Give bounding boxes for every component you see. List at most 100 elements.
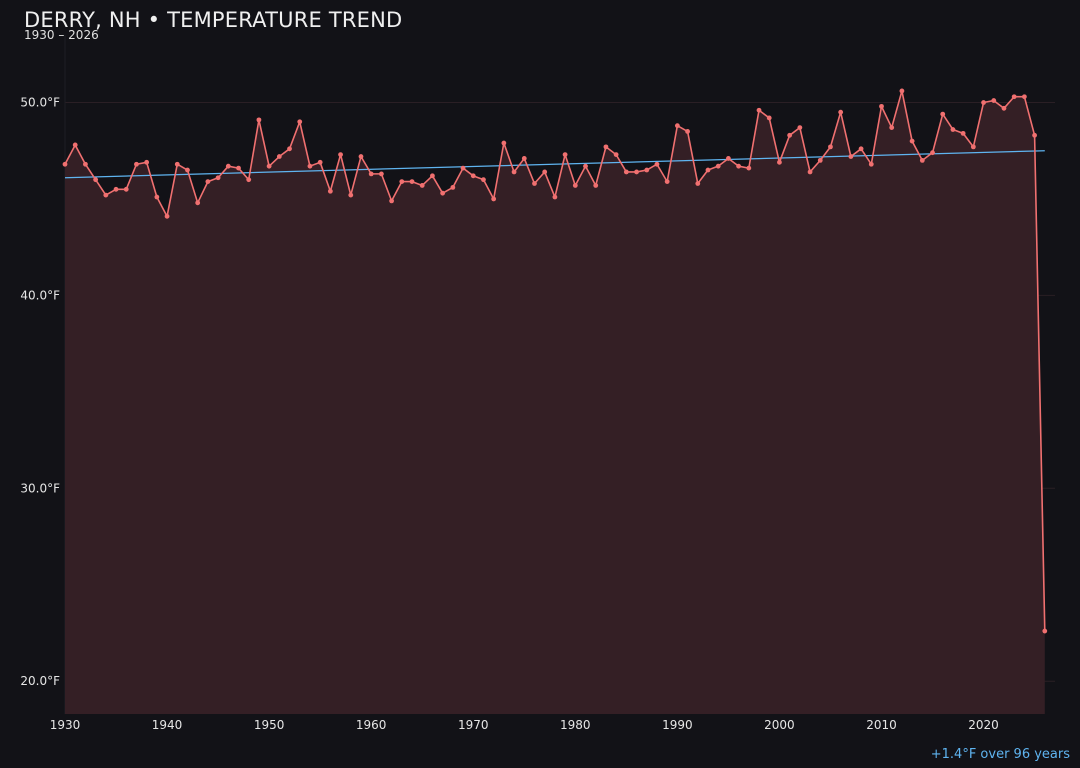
data-point xyxy=(777,159,782,165)
x-tick-label: 2020 xyxy=(968,718,999,732)
data-point xyxy=(868,161,874,167)
data-point xyxy=(358,154,364,159)
data-point xyxy=(317,159,323,165)
y-tick-label: 50.0°F xyxy=(20,96,60,110)
data-point xyxy=(746,165,752,171)
data-point xyxy=(521,156,527,161)
data-point xyxy=(828,144,833,150)
data-point xyxy=(1042,628,1048,634)
trend-line xyxy=(64,150,1045,179)
data-point xyxy=(664,179,670,185)
data-point xyxy=(695,181,701,186)
data-point xyxy=(940,111,946,117)
data-point xyxy=(368,171,374,177)
data-point xyxy=(491,196,497,202)
data-point xyxy=(960,130,966,136)
data-point xyxy=(123,186,129,192)
data-point xyxy=(644,167,650,173)
data-point xyxy=(430,173,435,179)
data-point xyxy=(654,161,660,167)
data-point xyxy=(572,183,578,188)
data-point xyxy=(634,169,639,175)
data-point xyxy=(889,125,895,130)
data-point xyxy=(205,179,211,185)
data-point xyxy=(276,154,282,159)
data-point xyxy=(562,152,568,157)
trend-annotation: +1.4°F over 96 years xyxy=(930,747,1070,762)
data-point xyxy=(144,159,150,165)
data-point xyxy=(164,213,170,219)
x-tick-label: 1990 xyxy=(662,718,693,732)
y-tick-label: 20.0°F xyxy=(20,674,60,688)
data-point xyxy=(256,117,262,123)
data-point xyxy=(930,150,935,156)
data-point xyxy=(1021,94,1027,100)
data-point xyxy=(236,165,241,171)
data-point xyxy=(950,127,956,132)
data-point xyxy=(981,100,986,105)
x-tick-label: 2000 xyxy=(764,718,795,732)
data-point xyxy=(848,154,854,159)
data-point xyxy=(674,123,680,129)
x-tick-label: 1960 xyxy=(356,718,387,732)
data-point xyxy=(450,184,456,190)
data-point xyxy=(685,129,690,134)
data-point xyxy=(134,161,139,167)
x-tick-label: 1930 xyxy=(50,718,81,732)
data-point xyxy=(72,142,78,148)
data-point xyxy=(266,163,272,169)
data-point xyxy=(542,169,548,175)
data-point xyxy=(705,167,711,173)
data-point xyxy=(593,183,599,188)
data-point xyxy=(470,173,476,179)
x-tick-label: 2010 xyxy=(866,718,897,732)
data-point xyxy=(919,157,925,163)
data-point xyxy=(460,165,466,171)
data-point xyxy=(174,161,180,167)
data-point xyxy=(103,192,109,198)
data-point xyxy=(215,175,221,181)
data-point xyxy=(858,146,864,152)
data-point xyxy=(879,103,884,109)
data-point xyxy=(185,167,190,173)
data-point xyxy=(287,146,292,152)
data-point xyxy=(766,115,772,121)
data-point xyxy=(583,163,588,169)
x-tick-label: 1970 xyxy=(458,718,489,732)
data-point xyxy=(532,181,537,186)
data-point xyxy=(756,107,762,113)
data-point xyxy=(715,163,721,169)
data-point xyxy=(93,177,99,183)
data-point xyxy=(501,140,507,146)
data-point xyxy=(1001,105,1007,111)
data-point xyxy=(511,169,517,175)
data-point xyxy=(899,88,905,94)
data-point xyxy=(726,156,731,161)
data-point xyxy=(1032,132,1037,138)
data-point xyxy=(348,192,354,198)
data-point xyxy=(603,144,609,150)
data-point xyxy=(62,161,68,167)
data-point xyxy=(440,190,446,196)
data-point xyxy=(817,157,823,163)
data-point xyxy=(797,125,803,130)
data-point xyxy=(195,200,201,206)
data-point xyxy=(297,119,303,125)
data-point xyxy=(83,161,88,167)
data-point xyxy=(327,188,333,194)
data-point xyxy=(481,177,486,183)
data-point xyxy=(807,169,813,175)
data-point xyxy=(991,98,997,103)
data-point xyxy=(246,177,252,183)
data-point xyxy=(1011,94,1017,100)
data-point xyxy=(399,179,405,185)
data-point xyxy=(307,163,313,169)
y-tick-label: 30.0°F xyxy=(20,481,60,495)
data-point xyxy=(113,186,119,192)
x-tick-label: 1980 xyxy=(560,718,591,732)
data-point xyxy=(154,194,160,200)
chart-subtitle: 1930 – 2026 xyxy=(24,28,99,42)
data-point xyxy=(419,183,425,188)
data-point xyxy=(970,144,976,150)
